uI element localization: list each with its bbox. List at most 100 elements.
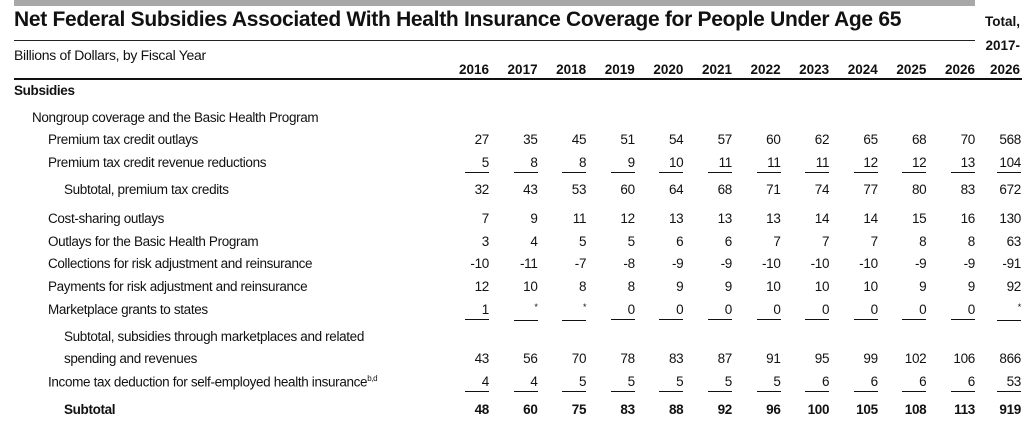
cell-value: 5: [578, 234, 587, 249]
year-header: 2021: [701, 62, 732, 77]
cell-value: 0: [756, 302, 781, 320]
value-cell: 83: [931, 182, 976, 197]
cell-value: 9: [724, 279, 733, 294]
row-label: Payments for risk adjustment and reinsur…: [48, 279, 308, 294]
year-header: 2025: [896, 62, 927, 77]
cell-value: -10: [761, 256, 781, 271]
total-cell: 130: [977, 211, 1021, 226]
value-cell: 10: [737, 279, 781, 294]
value-cell: 51: [591, 132, 635, 147]
total-header-line-3: 2026: [989, 62, 1020, 77]
cell-value: 12: [853, 155, 878, 173]
cell-value: 13: [766, 211, 781, 226]
total-cell: 63: [977, 234, 1022, 249]
cell-value: -7: [574, 256, 587, 271]
value-cell: 10: [785, 279, 830, 294]
value-cell: 6: [639, 234, 684, 249]
value-cell: 8: [882, 234, 927, 249]
cell-value: 9: [967, 279, 976, 294]
value-cell: 78: [591, 351, 635, 366]
value-cell: 0: [882, 302, 927, 320]
value-cell: 5: [639, 374, 684, 392]
value-cell: 74: [785, 182, 830, 197]
cell-value: 78: [620, 351, 635, 366]
cell-value: 43: [474, 351, 490, 366]
cell-value: 63: [1006, 234, 1022, 249]
row-label-text: Payments for risk adjustment and reinsur…: [48, 279, 308, 294]
value-cell: 45: [542, 132, 587, 147]
value-cell: 6: [882, 374, 927, 392]
value-cell: 8: [542, 279, 587, 294]
cell-value: 77: [863, 182, 878, 197]
total-cell: 568: [977, 132, 1021, 147]
value-cell: 65: [834, 132, 878, 147]
cell-value: 83: [620, 402, 635, 417]
cell-value: 6: [724, 234, 733, 249]
total-header-line-2: 2017-: [985, 38, 1020, 53]
total-cell: 53: [977, 374, 1021, 392]
cell-value: -10: [859, 256, 878, 271]
cell-value: 9: [530, 211, 538, 226]
cell-value: 3: [481, 234, 490, 249]
value-cell: 12: [445, 279, 490, 294]
value-cell: -9: [882, 256, 927, 271]
total-cell: 919: [977, 402, 1021, 417]
row-label: Premium tax credit revenue reductions: [48, 155, 267, 170]
value-cell: 12: [834, 155, 878, 173]
value-cell: 5: [591, 234, 636, 249]
cell-value: 12: [620, 211, 635, 226]
row-label-text: Cost-sharing outlays: [48, 211, 165, 226]
value-cell: 60: [591, 182, 635, 197]
cell-value: 100: [807, 402, 830, 417]
row-label-text: Outlays for the Basic Health Program: [48, 234, 259, 249]
value-cell: 4: [494, 234, 538, 249]
cell-value: 70: [960, 132, 976, 147]
year-header: 2023: [799, 62, 830, 77]
value-cell: 0: [931, 302, 975, 320]
value-cell: 8: [591, 279, 636, 294]
cell-value: 60: [766, 132, 781, 147]
cell-value: 54: [668, 132, 684, 147]
cell-value: 62: [814, 132, 830, 147]
cell-value: 0: [805, 302, 829, 320]
value-cell: 70: [931, 132, 976, 147]
value-cell: 4: [494, 374, 538, 392]
value-cell: *: [542, 302, 586, 321]
value-cell: -7: [542, 256, 587, 271]
value-cell: 3: [445, 234, 490, 249]
value-cell: 11: [785, 155, 829, 173]
value-cell: 27: [445, 132, 490, 147]
cell-value: 83: [668, 351, 684, 366]
value-cell: 80: [882, 182, 927, 197]
value-cell: -10: [785, 256, 830, 271]
cell-value: 106: [953, 351, 975, 366]
cell-value: 105: [856, 402, 878, 417]
header-divider: [14, 78, 1022, 80]
cell-value: 8: [627, 279, 636, 294]
cell-value: 92: [1006, 279, 1022, 294]
cell-value: 10: [766, 279, 781, 294]
value-cell: 12: [591, 211, 635, 226]
value-cell: 11: [688, 155, 732, 173]
row-label: Premium tax credit outlays: [48, 132, 198, 147]
value-cell: 96: [737, 402, 781, 417]
year-header: 2018: [556, 62, 587, 77]
value-cell: 43: [445, 351, 490, 366]
cell-value: 11: [756, 155, 781, 173]
cell-value: 32: [474, 182, 490, 197]
value-cell: 14: [834, 211, 878, 226]
cell-value: 10: [814, 279, 830, 294]
cell-value: 6: [676, 234, 684, 249]
cell-value: 568: [999, 132, 1021, 147]
value-cell: 35: [494, 132, 538, 147]
cell-value: -11: [519, 256, 538, 271]
total-cell: 866: [977, 351, 1021, 366]
cell-value: 10: [523, 279, 538, 294]
cell-value: 108: [904, 402, 927, 417]
cell-value: 9: [610, 155, 635, 173]
value-cell: 57: [688, 132, 733, 147]
cell-value: 35: [523, 132, 538, 147]
cell-value: 68: [717, 182, 733, 197]
value-cell: 71: [737, 182, 781, 197]
cell-value: 45: [571, 132, 587, 147]
